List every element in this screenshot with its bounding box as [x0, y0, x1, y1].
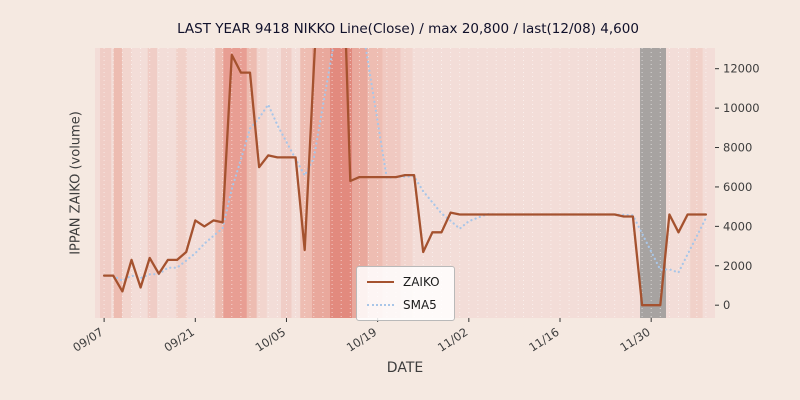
background-band [640, 48, 666, 318]
gridlines [103, 48, 707, 318]
y-tick-label: 2000 [723, 259, 752, 273]
y-tick-label: 8000 [723, 141, 752, 155]
y-tick-label: 6000 [723, 180, 752, 194]
y-tick-label: 4000 [723, 219, 752, 233]
x-axis: 09/07 09/21 10/05 10/19 11/02 11/16 11/30 [70, 318, 653, 355]
x-tick-label: 10/19 [344, 325, 379, 355]
background-band [223, 48, 247, 318]
background-band [352, 48, 368, 318]
sma5-line-sample-icon [367, 304, 394, 306]
legend-label-sma5: SMA5 [403, 298, 437, 312]
x-tick-label: 11/02 [435, 325, 470, 355]
background-band [113, 48, 123, 318]
y-axis-label: IPPAN ZAIKO (volume) [68, 111, 84, 255]
background-band [400, 48, 413, 318]
x-tick-label: 09/07 [70, 325, 105, 355]
zaiko-line [102, 48, 708, 307]
background-band [215, 48, 224, 318]
background-band [690, 48, 703, 318]
zaiko-line-sample-icon [367, 281, 394, 283]
y-tick-label: 12000 [723, 62, 760, 76]
chart-legend: ZAIKO SMA5 [356, 266, 455, 321]
background-band [246, 48, 257, 318]
background-band [382, 48, 401, 318]
y-tick-label: 10000 [723, 101, 760, 115]
legend-label-zaiko: ZAIKO [403, 275, 440, 289]
background-band [122, 48, 132, 318]
x-tick-label: 11/30 [617, 325, 652, 355]
x-tick-label: 10/05 [253, 325, 288, 355]
background-band [367, 48, 383, 318]
background-band [176, 48, 187, 318]
y-tick-label: 0 [723, 298, 730, 312]
chart-title: LAST YEAR 9418 NIKKO Line(Close) / max 2… [177, 21, 639, 37]
background-band [256, 48, 267, 318]
background-band [312, 48, 330, 318]
y-axis: 0 2000 4000 6000 8000 10000 12000 [715, 62, 760, 312]
legend-entry-zaiko: ZAIKO [367, 275, 440, 289]
legend-entry-sma5: SMA5 [367, 298, 440, 312]
background-band [147, 48, 157, 318]
x-tick-label: 11/16 [526, 325, 561, 355]
background-bands [100, 48, 703, 318]
x-tick-label: 09/21 [161, 325, 196, 355]
background-band [330, 48, 353, 318]
x-axis-label: DATE [386, 360, 424, 376]
background-band [300, 48, 312, 318]
background-band [281, 48, 292, 318]
background-band [100, 48, 112, 318]
